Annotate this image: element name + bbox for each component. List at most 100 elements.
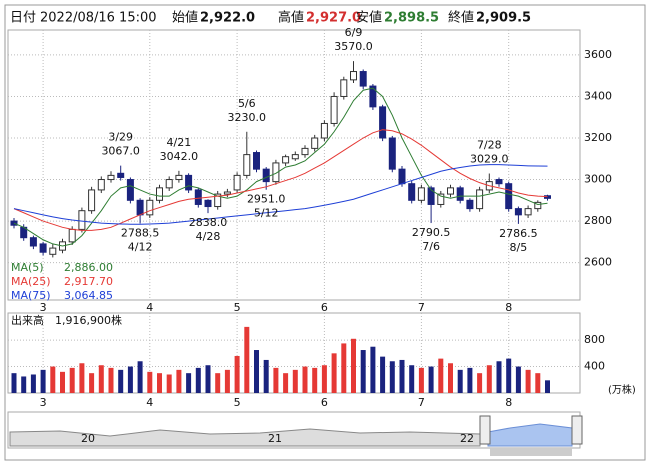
annotation-price: 2786.5 — [499, 227, 538, 240]
volume-bar — [370, 346, 376, 393]
candle-body — [320, 122, 328, 139]
candle-body — [97, 179, 105, 191]
candle-body — [39, 243, 47, 253]
volume-bar — [205, 365, 211, 393]
volume-bar — [380, 356, 386, 393]
candle-body — [175, 174, 183, 181]
annotation-price: 2788.5 — [121, 226, 160, 239]
volume-bar — [118, 369, 124, 393]
candle-body — [194, 189, 202, 205]
volume-bar — [351, 338, 356, 393]
navigator[interactable]: 20 21 22 — [7, 411, 583, 456]
candle-body — [359, 71, 367, 87]
candle-body — [146, 199, 154, 216]
candle-body — [369, 85, 377, 108]
candle-body — [534, 201, 542, 210]
candle-body — [350, 71, 357, 81]
candle-body — [456, 187, 464, 201]
annotation-price: 3029.0 — [470, 153, 509, 166]
volume-bar — [525, 369, 531, 393]
x-tick-label: 6 — [321, 301, 328, 314]
y-tick-label: 3000 — [584, 173, 612, 186]
candle-body — [136, 199, 144, 216]
volume-bar — [457, 369, 463, 393]
volume-bar — [341, 343, 347, 393]
annotation-date: 7/28 — [477, 139, 502, 152]
volume-bar — [321, 365, 327, 393]
candle-body — [340, 79, 348, 97]
volume-bar — [428, 366, 434, 393]
candle-body — [262, 168, 270, 183]
y-tick-label: 3200 — [584, 131, 612, 144]
candle-body — [78, 210, 86, 230]
candle-body — [388, 137, 396, 170]
close: 2,909.5 — [476, 11, 531, 26]
candle-body — [233, 174, 241, 191]
annotation-date: 7/6 — [422, 240, 440, 253]
y-tick-label: 3600 — [584, 48, 612, 61]
volume-bar — [477, 373, 483, 393]
x-tick-label: 8 — [505, 396, 512, 409]
volume-bar — [254, 350, 259, 393]
navigator-scrollbar[interactable] — [490, 448, 572, 456]
volume-bar — [515, 366, 521, 393]
annotation-date: 4/12 — [128, 240, 153, 253]
candle-body — [330, 95, 338, 124]
volume-bar — [486, 365, 492, 393]
annotation-price: 3230.0 — [228, 111, 267, 124]
open: 2,922.0 — [200, 11, 255, 26]
volume-bar — [21, 376, 27, 393]
candle-body — [223, 191, 231, 195]
candle-body — [505, 183, 513, 210]
volume-bar — [30, 374, 36, 393]
candle-body — [291, 154, 299, 160]
y-tick-label: 3400 — [584, 89, 612, 102]
legend-name: MA(5) — [11, 261, 44, 274]
volume-bar — [215, 373, 221, 393]
x-tick-label: 5 — [234, 396, 241, 409]
candle-body — [437, 193, 445, 205]
candle-body — [214, 193, 222, 208]
volume-bar — [438, 358, 444, 393]
volume-bar — [467, 367, 473, 393]
x-tick-label: 4 — [146, 301, 153, 314]
open-label: 始値 — [172, 10, 198, 26]
ma-line — [13, 164, 548, 225]
candle-body — [88, 189, 96, 212]
x-tick-label: 6 — [321, 396, 328, 409]
navigator-label: 22 — [460, 432, 474, 445]
annotation-date: 5/6 — [238, 97, 256, 110]
candle-body — [165, 179, 173, 189]
header: 日付 2022/08/16 15:00 始値 2,922.0 高値 2,927.… — [10, 10, 531, 26]
date: 2022/08/16 15:00 — [40, 11, 157, 26]
volume-bar — [186, 373, 192, 393]
candle-body — [117, 172, 125, 178]
navigator-handle[interactable] — [479, 415, 491, 445]
x-tick-label: 7 — [418, 396, 425, 409]
volume-bar — [195, 367, 201, 393]
volume-bar — [506, 358, 512, 393]
candle-body — [282, 156, 290, 164]
volume-bar — [409, 365, 415, 393]
ma-line — [13, 87, 548, 247]
volume-bar — [535, 373, 541, 393]
annotation-date: 3/29 — [108, 131, 133, 144]
date-label: 日付 — [10, 11, 36, 26]
volume-bar — [137, 361, 143, 393]
volume-bar — [166, 374, 172, 393]
volume-bar — [496, 361, 502, 393]
volume-bar — [418, 367, 424, 393]
annotation-date: 5/12 — [254, 207, 279, 220]
volume-bar — [50, 366, 56, 393]
candle-body — [29, 237, 37, 247]
annotation-date: 6/9 — [345, 26, 363, 39]
candle-body — [49, 247, 57, 255]
annotation-price: 2838.0 — [189, 216, 228, 229]
candle-body — [301, 147, 309, 156]
volume-bar — [234, 355, 240, 393]
navigator-handle[interactable] — [571, 415, 583, 445]
volume-bar — [389, 361, 395, 393]
candle-body — [544, 195, 551, 199]
volume-bar — [89, 373, 95, 393]
